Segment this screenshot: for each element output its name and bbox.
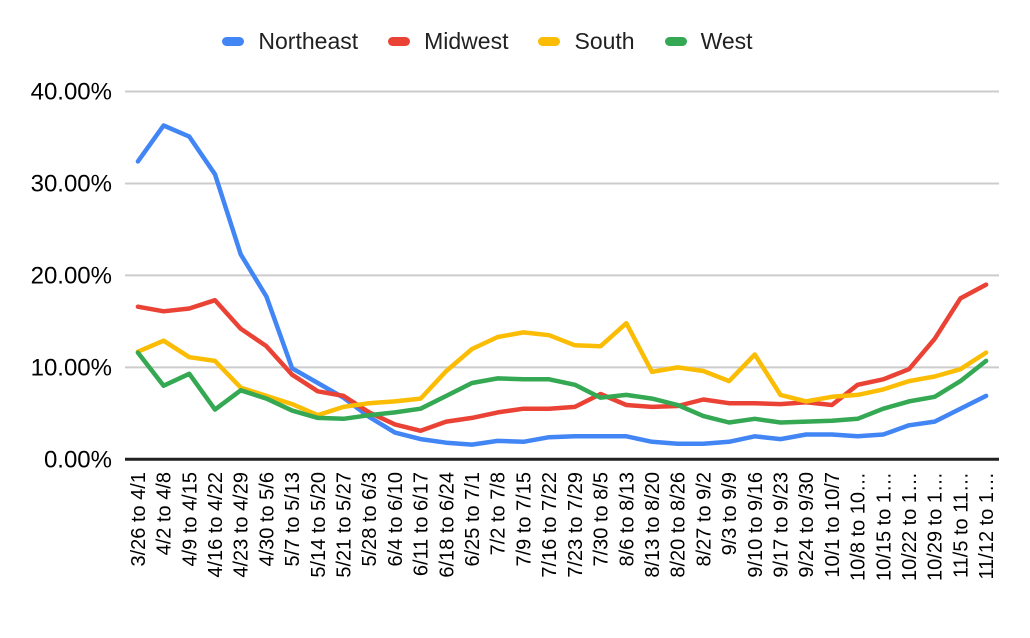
legend-label: West (700, 28, 753, 54)
y-axis-tick-label: 20.00% (31, 262, 112, 289)
x-axis-tick-label: 9/24 to 9/30 (796, 472, 818, 578)
series-line-northeast (135, 123, 989, 447)
x-axis-tick-label: 9/17 to 9/23 (771, 472, 793, 578)
x-axis-tick-label: 8/6 to 8/13 (616, 472, 638, 567)
legend-item-northeast: Northeast (222, 28, 358, 55)
x-axis-tick-label: 4/30 to 5/6 (256, 472, 278, 567)
legend-swatch-icon (222, 37, 245, 46)
x-axis-tick-label: 8/20 to 8/26 (668, 472, 690, 578)
x-axis-tick-label: 7/9 to 7/15 (513, 472, 535, 567)
legend-swatch-icon (664, 37, 687, 46)
x-axis-tick-label: 7/23 to 7/29 (565, 472, 587, 578)
legend-label: Midwest (424, 28, 509, 54)
x-axis-tick-label: 7/2 to 7/8 (488, 472, 510, 555)
x-axis-tick-label: 3/26 to 4/1 (128, 472, 150, 567)
x-axis-tick-label: 6/25 to 7/1 (462, 472, 484, 567)
y-axis-tick-label: 10.00% (31, 354, 112, 381)
y-axis-tick-label: 30.00% (31, 170, 112, 197)
y-axis-tick-label: 40.00% (31, 79, 112, 106)
x-axis-tick-label: 6/4 to 6/10 (385, 472, 407, 567)
legend-item-south: South (538, 28, 635, 55)
legend-label: Northeast (258, 28, 359, 54)
x-axis-tick-label: 5/21 to 5/27 (334, 472, 356, 578)
y-axis-tick-label: 0.00% (44, 446, 112, 473)
x-axis-tick-label: 4/23 to 4/29 (231, 472, 253, 578)
x-axis-tick-label: 5/28 to 6/3 (359, 472, 381, 567)
x-axis-tick-label: 10/15 to 1… (873, 472, 895, 581)
legend-item-west: West (664, 28, 753, 55)
legend-swatch-icon (388, 37, 411, 46)
x-axis-tick-label: 10/29 to 1… (925, 472, 947, 581)
series-line-south (135, 320, 989, 418)
x-axis-tick-label: 8/13 to 8/20 (642, 472, 664, 578)
legend-item-midwest: Midwest (388, 28, 508, 55)
series-line-west (135, 350, 989, 425)
x-axis-tick-label: 9/3 to 9/9 (719, 472, 741, 555)
x-axis-tick-label: 4/16 to 4/22 (205, 472, 227, 578)
legend-label: South (574, 28, 635, 54)
x-axis-tick-label: 7/16 to 7/22 (539, 472, 561, 578)
series-line-midwest (135, 282, 989, 434)
x-axis-tick-label: 8/27 to 9/2 (693, 472, 715, 567)
x-axis-tick-label: 4/9 to 4/15 (179, 472, 201, 567)
legend-swatch-icon (538, 37, 561, 46)
x-axis-tick-label: 7/30 to 8/5 (591, 472, 613, 567)
x-axis-tick-label: 6/18 to 6/24 (436, 472, 458, 578)
x-axis-tick-label: 5/14 to 5/20 (308, 472, 330, 578)
x-axis-tick-label: 10/1 to 10/7 (822, 472, 844, 578)
x-axis-tick-label: 9/10 to 9/16 (745, 472, 767, 578)
x-axis-tick-label: 4/2 to 4/8 (154, 472, 176, 555)
x-axis-tick-label: 10/8 to 10… (848, 472, 870, 581)
x-axis-tick-label: 10/22 to 1… (899, 472, 921, 581)
x-axis-tick-label: 11/12 to 1… (976, 472, 998, 579)
x-axis-tick-label: 6/11 to 6/17 (411, 472, 433, 576)
chart-legend: Northeast Midwest South West (0, 28, 975, 55)
x-axis-tick-label: 5/7 to 5/13 (282, 472, 304, 567)
x-axis-tick-label: 11/5 to 11… (950, 472, 972, 578)
